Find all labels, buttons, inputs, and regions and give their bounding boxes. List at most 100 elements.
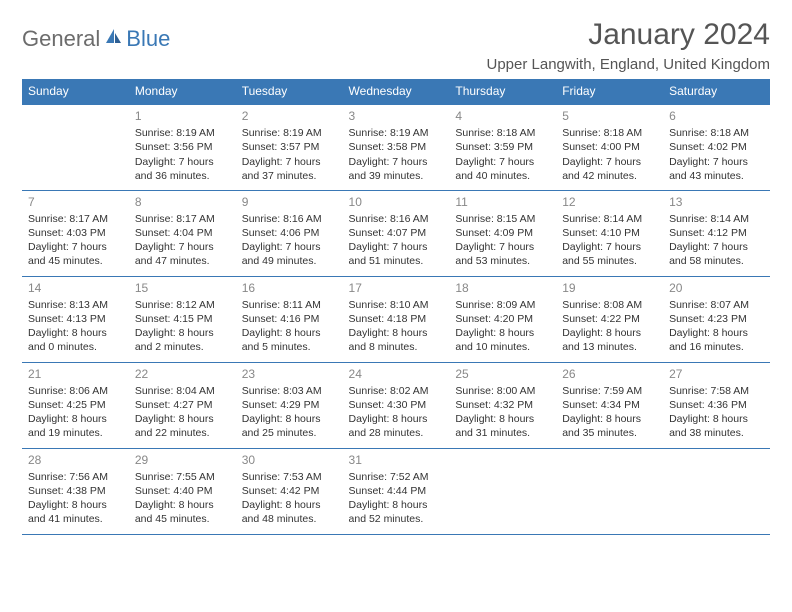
day-number: 23 <box>242 366 337 382</box>
day-number: 26 <box>562 366 657 382</box>
sunrise-line: Sunrise: 7:53 AM <box>242 470 337 484</box>
sunset-line: Sunset: 3:58 PM <box>349 140 444 154</box>
weekday-header: Tuesday <box>236 79 343 104</box>
calendar-day-cell: 24 Sunrise: 8:02 AMSunset: 4:30 PMDayligh… <box>343 362 450 448</box>
calendar-day-cell: 31Sunrise: 7:52 AMSunset: 4:44 PMDayligh… <box>343 448 450 534</box>
sunrise-line: Sunrise: 8:19 AM <box>135 126 230 140</box>
daylight-line: Daylight: 8 hours and 10 minutes. <box>455 326 550 354</box>
calendar-day-cell: 20Sunrise: 8:07 AMSunset: 4:23 PMDayligh… <box>663 276 770 362</box>
calendar-day-cell: 25Sunrise: 8:00 AMSunset: 4:32 PMDayligh… <box>449 362 556 448</box>
calendar-day-cell: 3Sunrise: 8:19 AMSunset: 3:58 PMDaylight… <box>343 104 450 190</box>
calendar-day-cell: 28Sunrise: 7:56 AMSunset: 4:38 PMDayligh… <box>22 448 129 534</box>
day-number: 12 <box>562 194 657 210</box>
daylight-line: Daylight: 8 hours and 2 minutes. <box>135 326 230 354</box>
sunrise-line: Sunrise: 7:52 AM <box>349 470 444 484</box>
day-number: 16 <box>242 280 337 296</box>
day-number: 22 <box>135 366 230 382</box>
calendar-day-cell: 13Sunrise: 8:14 AMSunset: 4:12 PMDayligh… <box>663 190 770 276</box>
day-number: 15 <box>135 280 230 296</box>
calendar-day-cell: 30Sunrise: 7:53 AMSunset: 4:42 PMDayligh… <box>236 448 343 534</box>
calendar-day-cell: 21Sunrise: 8:06 AMSunset: 4:25 PMDayligh… <box>22 362 129 448</box>
calendar-day-cell: 14Sunrise: 8:13 AMSunset: 4:13 PMDayligh… <box>22 276 129 362</box>
sunset-line: Sunset: 4:29 PM <box>242 398 337 412</box>
sunset-line: Sunset: 4:44 PM <box>349 484 444 498</box>
sunrise-line: Sunrise: 8:15 AM <box>455 212 550 226</box>
calendar-day-cell: 23Sunrise: 8:03 AMSunset: 4:29 PMDayligh… <box>236 362 343 448</box>
calendar-day-cell: 22Sunrise: 8:04 AMSunset: 4:27 PMDayligh… <box>129 362 236 448</box>
calendar-week-row: 28Sunrise: 7:56 AMSunset: 4:38 PMDayligh… <box>22 448 770 534</box>
day-number: 10 <box>349 194 444 210</box>
sunrise-line: Sunrise: 8:03 AM <box>242 384 337 398</box>
sunrise-line: Sunrise: 8:07 AM <box>669 298 764 312</box>
sunset-line: Sunset: 3:59 PM <box>455 140 550 154</box>
calendar-day-cell: 2Sunrise: 8:19 AMSunset: 3:57 PMDaylight… <box>236 104 343 190</box>
daylight-line: Daylight: 8 hours and 16 minutes. <box>669 326 764 354</box>
sunset-line: Sunset: 4:15 PM <box>135 312 230 326</box>
sunset-line: Sunset: 4:42 PM <box>242 484 337 498</box>
day-number: 30 <box>242 452 337 468</box>
daylight-line: Daylight: 8 hours and 31 minutes. <box>455 412 550 440</box>
daylight-line: Daylight: 8 hours and 8 minutes. <box>349 326 444 354</box>
sunrise-line: Sunrise: 8:11 AM <box>242 298 337 312</box>
sunset-line: Sunset: 4:36 PM <box>669 398 764 412</box>
daylight-line: Daylight: 7 hours and 55 minutes. <box>562 240 657 268</box>
daylight-line: Daylight: 8 hours and 22 minutes. <box>135 412 230 440</box>
sunset-line: Sunset: 3:57 PM <box>242 140 337 154</box>
daylight-line: Daylight: 8 hours and 52 minutes. <box>349 498 444 526</box>
sunrise-line: Sunrise: 8:02 AM <box>349 384 444 398</box>
day-number: 24 <box>349 366 444 382</box>
sunset-line: Sunset: 4:10 PM <box>562 226 657 240</box>
sunrise-line: Sunrise: 7:59 AM <box>562 384 657 398</box>
calendar-week-row: 14Sunrise: 8:13 AMSunset: 4:13 PMDayligh… <box>22 276 770 362</box>
daylight-line: Daylight: 7 hours and 42 minutes. <box>562 155 657 183</box>
weekday-header: Wednesday <box>343 79 450 104</box>
sunset-line: Sunset: 4:02 PM <box>669 140 764 154</box>
sunset-line: Sunset: 4:30 PM <box>349 398 444 412</box>
sunrise-line: Sunrise: 8:16 AM <box>349 212 444 226</box>
day-number: 21 <box>28 366 123 382</box>
calendar-day-cell: 1Sunrise: 8:19 AMSunset: 3:56 PMDaylight… <box>129 104 236 190</box>
weekday-header: Sunday <box>22 79 129 104</box>
day-number: 29 <box>135 452 230 468</box>
day-number: 7 <box>28 194 123 210</box>
daylight-line: Daylight: 8 hours and 19 minutes. <box>28 412 123 440</box>
sunrise-line: Sunrise: 8:08 AM <box>562 298 657 312</box>
calendar-day-cell: 29Sunrise: 7:55 AMSunset: 4:40 PMDayligh… <box>129 448 236 534</box>
sunrise-line: Sunrise: 8:19 AM <box>242 126 337 140</box>
daylight-line: Daylight: 7 hours and 45 minutes. <box>28 240 123 268</box>
calendar-day-cell: 8Sunrise: 8:17 AMSunset: 4:04 PMDaylight… <box>129 190 236 276</box>
day-number: 27 <box>669 366 764 382</box>
sunrise-line: Sunrise: 7:55 AM <box>135 470 230 484</box>
day-number: 5 <box>562 108 657 124</box>
sunrise-line: Sunrise: 8:18 AM <box>669 126 764 140</box>
calendar-day-cell: 10Sunrise: 8:16 AMSunset: 4:07 PMDayligh… <box>343 190 450 276</box>
sunrise-line: Sunrise: 8:14 AM <box>562 212 657 226</box>
sunset-line: Sunset: 4:22 PM <box>562 312 657 326</box>
logo: General Blue <box>22 18 170 52</box>
header: General Blue January 2024 Upper Langwith… <box>22 18 770 73</box>
calendar-day-cell: 11Sunrise: 8:15 AMSunset: 4:09 PMDayligh… <box>449 190 556 276</box>
sunset-line: Sunset: 4:09 PM <box>455 226 550 240</box>
sunset-line: Sunset: 4:32 PM <box>455 398 550 412</box>
page-title: January 2024 <box>486 18 770 52</box>
sunrise-line: Sunrise: 8:10 AM <box>349 298 444 312</box>
daylight-line: Daylight: 8 hours and 13 minutes. <box>562 326 657 354</box>
daylight-line: Daylight: 8 hours and 28 minutes. <box>349 412 444 440</box>
sunset-line: Sunset: 4:34 PM <box>562 398 657 412</box>
calendar-day-cell: 18Sunrise: 8:09 AMSunset: 4:20 PMDayligh… <box>449 276 556 362</box>
sunset-line: Sunset: 4:00 PM <box>562 140 657 154</box>
weekday-header: Monday <box>129 79 236 104</box>
sunrise-line: Sunrise: 8:13 AM <box>28 298 123 312</box>
daylight-line: Daylight: 7 hours and 36 minutes. <box>135 155 230 183</box>
sunrise-line: Sunrise: 8:17 AM <box>135 212 230 226</box>
logo-text-general: General <box>22 26 100 52</box>
daylight-line: Daylight: 8 hours and 45 minutes. <box>135 498 230 526</box>
sunrise-line: Sunrise: 8:04 AM <box>135 384 230 398</box>
daylight-line: Daylight: 7 hours and 39 minutes. <box>349 155 444 183</box>
daylight-line: Daylight: 7 hours and 51 minutes. <box>349 240 444 268</box>
calendar-day-cell: 27Sunrise: 7:58 AMSunset: 4:36 PMDayligh… <box>663 362 770 448</box>
sunrise-line: Sunrise: 8:16 AM <box>242 212 337 226</box>
sunset-line: Sunset: 4:20 PM <box>455 312 550 326</box>
calendar-week-row: 21Sunrise: 8:06 AMSunset: 4:25 PMDayligh… <box>22 362 770 448</box>
day-number: 17 <box>349 280 444 296</box>
